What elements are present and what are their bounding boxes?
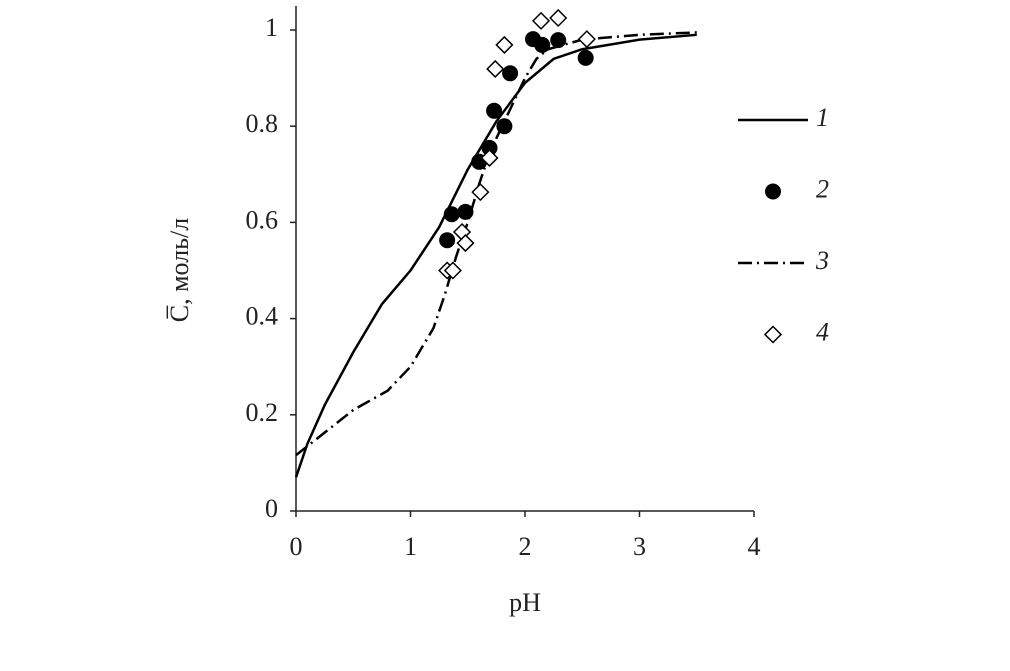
data-point [549,8,568,28]
y-tick-label: 0.6 [246,205,279,234]
data-point [531,11,551,30]
x-tick-label: 0 [290,532,303,561]
data-point [502,65,519,82]
x-tick-label: 3 [633,532,646,561]
data-point [439,232,456,249]
data-point [577,30,596,49]
data-line [294,33,697,478]
data-line [295,31,697,457]
data-point [534,36,551,53]
data-point [443,261,462,280]
legend-label: 2 [816,174,829,203]
data-point [480,148,499,168]
y-axis-label: C̅, моль/л [165,218,194,323]
x-axis-label: pH [509,588,541,617]
data-point [486,102,503,119]
y-tick-label: 0.2 [246,398,279,427]
y-tick-label: 0.4 [246,302,279,331]
legend-marker [765,183,781,200]
y-tick-label: 1 [265,13,278,42]
data-point [550,32,567,49]
data-point [495,35,514,54]
data-point [443,206,460,223]
data-point [456,234,475,253]
legend-marker [763,325,783,344]
legend-label: 4 [816,317,829,346]
y-tick-label: 0.8 [246,109,279,138]
legend-label: 3 [815,246,829,275]
data-point [577,49,594,66]
x-tick-label: 2 [519,532,532,561]
data-point [486,59,505,79]
legend-label: 1 [816,103,829,132]
data-point [471,183,490,202]
data-point [457,203,474,220]
y-tick-label: 0 [265,494,278,523]
x-tick-label: 1 [404,532,417,561]
x-tick-label: 4 [748,532,761,561]
